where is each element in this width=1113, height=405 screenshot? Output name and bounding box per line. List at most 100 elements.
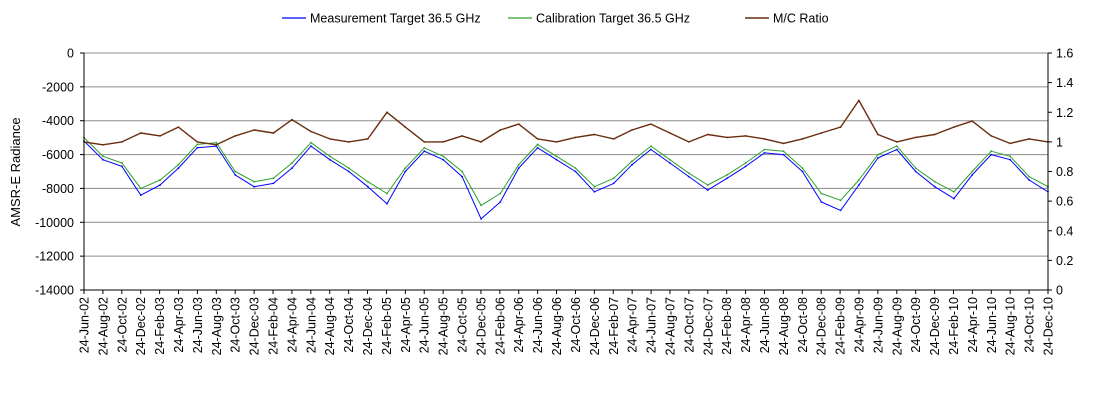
data-point bbox=[177, 126, 180, 128]
data-point bbox=[347, 141, 350, 143]
y-tick-label: 0 bbox=[67, 47, 74, 61]
data-point bbox=[858, 179, 860, 181]
y-tick-label: -6000 bbox=[42, 148, 74, 162]
data-point bbox=[536, 146, 539, 149]
data-point bbox=[423, 146, 426, 149]
data-point bbox=[669, 132, 671, 134]
data-point bbox=[461, 175, 463, 178]
y2-tick-label: 1.4 bbox=[1056, 76, 1073, 90]
data-point bbox=[386, 192, 388, 195]
x-tick-label: 24-Jun-05 bbox=[418, 297, 432, 353]
data-point bbox=[990, 153, 993, 156]
x-tick-label: 24-Apr-04 bbox=[285, 297, 299, 353]
data-point bbox=[291, 162, 293, 164]
data-point bbox=[971, 174, 974, 176]
x-tick-label: 24-Aug-02 bbox=[96, 297, 110, 355]
y-tick-label: -12000 bbox=[35, 250, 74, 264]
data-point bbox=[895, 145, 898, 148]
data-point bbox=[121, 165, 123, 168]
data-point bbox=[310, 141, 312, 144]
y2-tick-label: 1.2 bbox=[1056, 106, 1073, 120]
series-line-mc-ratio bbox=[83, 99, 1049, 146]
data-point bbox=[310, 130, 312, 133]
x-tick-label: 24-Dec-07 bbox=[701, 297, 715, 355]
data-point bbox=[593, 185, 596, 188]
x-tick-label: 24-Aug-08 bbox=[777, 297, 791, 355]
x-tick-label: 24-Jun-06 bbox=[531, 297, 545, 353]
y-axis-title: AMSR-E Radiance bbox=[8, 117, 23, 226]
data-point bbox=[234, 135, 237, 137]
x-tick-label: 24-Dec-04 bbox=[361, 297, 375, 355]
data-point bbox=[801, 167, 804, 170]
data-point bbox=[461, 170, 463, 173]
data-point bbox=[215, 141, 218, 144]
data-point bbox=[102, 155, 104, 158]
x-tick-label: 24-Feb-03 bbox=[153, 297, 167, 355]
gridlines bbox=[84, 52, 1048, 291]
data-point bbox=[895, 148, 898, 151]
x-tick-label: 24-Jun-08 bbox=[758, 297, 772, 353]
data-point bbox=[990, 135, 993, 137]
data-point bbox=[895, 141, 898, 143]
data-point bbox=[442, 141, 445, 143]
x-tick-label: 24-Oct-09 bbox=[909, 297, 923, 353]
y-tick-label: -8000 bbox=[42, 182, 74, 196]
data-point bbox=[196, 141, 199, 143]
data-point bbox=[933, 133, 936, 136]
data-point bbox=[593, 133, 596, 136]
data-point bbox=[139, 132, 142, 134]
data-point bbox=[480, 141, 482, 143]
data-point bbox=[877, 133, 879, 136]
data-point bbox=[763, 138, 766, 140]
x-tick-label: 24-Aug-09 bbox=[890, 297, 904, 355]
data-point bbox=[442, 155, 445, 158]
data-point bbox=[196, 143, 199, 146]
data-point bbox=[782, 150, 785, 153]
data-point bbox=[272, 182, 275, 185]
y-tick-label: -4000 bbox=[42, 114, 74, 128]
axes bbox=[80, 52, 1052, 294]
data-point bbox=[215, 143, 218, 146]
data-point bbox=[177, 163, 180, 166]
x-tick-label: 24-Dec-09 bbox=[928, 297, 942, 355]
data-point bbox=[555, 158, 558, 161]
data-point bbox=[669, 162, 671, 164]
y2-tick-label: 1.6 bbox=[1056, 47, 1073, 61]
x-tick-label: 24-Aug-07 bbox=[663, 297, 677, 355]
x-tick-label: 24-Dec-06 bbox=[588, 297, 602, 355]
data-point bbox=[386, 111, 388, 114]
x-tick-label: 24-Apr-09 bbox=[852, 297, 866, 353]
data-point bbox=[480, 204, 482, 207]
data-point bbox=[499, 201, 502, 203]
y-tick-label: -10000 bbox=[35, 216, 74, 230]
data-point bbox=[726, 174, 728, 176]
x-tick-label: 24-Dec-02 bbox=[134, 297, 148, 355]
data-point bbox=[971, 170, 974, 173]
series-line-measurement bbox=[83, 140, 1049, 220]
data-point bbox=[574, 136, 577, 139]
data-point bbox=[291, 167, 293, 170]
y2-tick-label: 0.6 bbox=[1056, 195, 1073, 209]
data-point bbox=[706, 184, 709, 186]
data-point bbox=[763, 148, 766, 151]
data-point bbox=[1009, 155, 1011, 158]
data-point bbox=[499, 129, 502, 131]
data-point bbox=[234, 174, 237, 176]
data-point bbox=[669, 158, 671, 161]
data-point bbox=[536, 143, 539, 146]
data-point bbox=[953, 190, 955, 193]
data-point bbox=[631, 129, 633, 131]
data-point bbox=[839, 199, 842, 202]
data-point bbox=[404, 126, 407, 128]
data-point bbox=[215, 145, 218, 148]
data-point bbox=[102, 143, 104, 146]
legend-label: M/C Ratio bbox=[773, 12, 829, 26]
data-point bbox=[159, 179, 162, 181]
data-point bbox=[650, 123, 652, 125]
data-point bbox=[820, 132, 823, 134]
data-point bbox=[763, 152, 766, 154]
data-point bbox=[574, 167, 577, 170]
data-point bbox=[650, 148, 652, 151]
x-tick-label: 24-Dec-08 bbox=[815, 297, 829, 355]
